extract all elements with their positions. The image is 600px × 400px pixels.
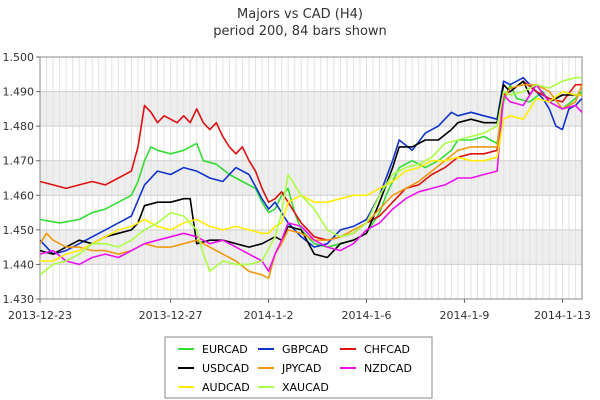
series-lines	[39, 76, 583, 280]
legend-label: AUDCAD	[202, 381, 250, 394]
x-axis-ticks: 2013-12-23 2013-12-27 2014-1-2 2014-1-6 2014…	[8, 299, 591, 322]
legend: EURCAD GBPCAD CHFCAD USDCAD JPYCAD NZDCAD AUDC…	[164, 336, 433, 399]
series-line-gbpcad	[39, 76, 583, 255]
y-tick-label: 1.490	[3, 86, 35, 99]
series-line-chfcad	[39, 80, 582, 241]
y-tick-label: 1.500	[3, 51, 35, 64]
chart-subtitle: period 200, 84 bars shown	[213, 24, 387, 39]
plot-frame	[39, 56, 583, 300]
y-axis-ticks: 1.430 1.440 1.450 1.460 1.470 1.480 1.490 1.500	[3, 51, 40, 306]
x-tick-label: 2014-1-13	[534, 309, 591, 322]
grid-band	[40, 91, 582, 127]
series-line-audcad	[40, 90, 582, 262]
series-line-nzdcad	[39, 83, 583, 273]
x-tick-label: 2014-1-2	[244, 309, 294, 322]
series-line-jpycad	[39, 83, 583, 280]
legend-label: XAUCAD	[282, 381, 329, 394]
y-tick-label: 1.470	[3, 155, 35, 168]
legend-label: NZDCAD	[364, 362, 412, 375]
y-tick-label: 1.430	[3, 293, 35, 306]
y-tick-label: 1.450	[3, 224, 35, 237]
legend-box	[164, 336, 433, 399]
grid-band	[40, 160, 582, 196]
legend-label: GBPCAD	[282, 343, 328, 356]
legend-label: JPYCAD	[281, 362, 321, 375]
legend-label: EURCAD	[202, 343, 248, 356]
y-tick-label: 1.440	[3, 258, 35, 271]
y-tick-label: 1.460	[3, 189, 35, 202]
x-tick-label: 2014-1-9	[439, 309, 489, 322]
x-tick-label: 2013-12-23	[8, 309, 72, 322]
y-tick-label: 1.480	[3, 120, 35, 133]
legend-label: CHFCAD	[364, 343, 410, 356]
x-tick-label: 2013-12-27	[139, 309, 203, 322]
x-tick-label: 2014-1-6	[342, 309, 392, 322]
series-line-xaucad	[39, 76, 582, 276]
legend-label: USDCAD	[202, 362, 249, 375]
chart-title: Majors vs CAD (H4)	[237, 7, 363, 22]
